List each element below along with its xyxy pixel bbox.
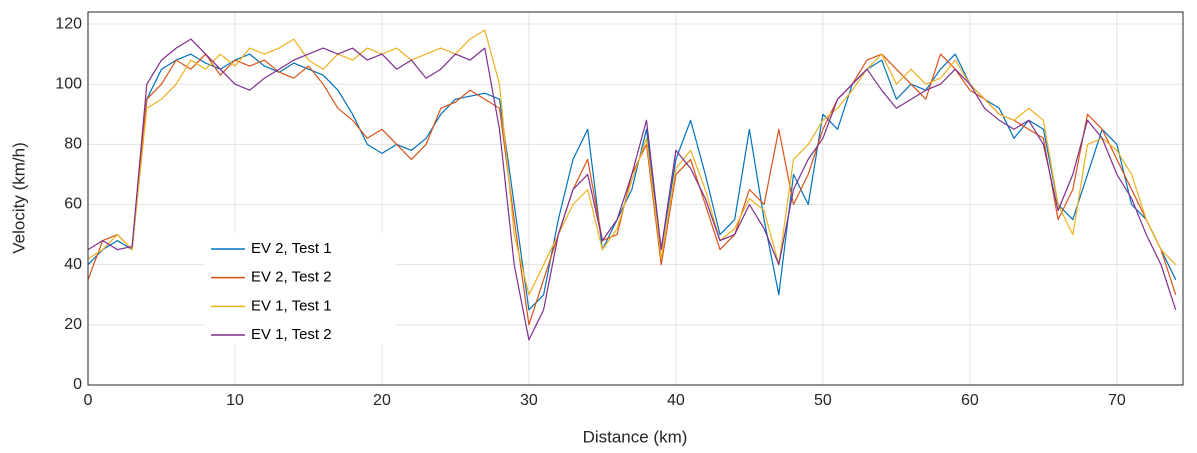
series-line	[87, 29, 1177, 296]
plot-frame	[87, 11, 1184, 386]
x-tick-label: 40	[667, 392, 685, 409]
x-tick-label: 70	[1108, 392, 1126, 409]
legend-label: EV 1, Test 1	[251, 297, 332, 314]
legend-label: EV 1, Test 2	[251, 326, 332, 343]
y-tick-label: 60	[64, 196, 82, 213]
series-line	[87, 53, 1177, 311]
x-tick-label: 60	[961, 392, 979, 409]
x-tick-label: 50	[814, 392, 832, 409]
x-tick-label: 0	[84, 392, 93, 409]
x-tick-label: 10	[226, 392, 244, 409]
legend-box	[205, 233, 395, 345]
y-tick-label: 20	[64, 316, 82, 333]
y-axis-label: Velocity (km/h)	[9, 142, 28, 253]
y-tick-label: 40	[64, 256, 82, 273]
y-tick-label: 100	[55, 75, 82, 92]
y-tick-label: 120	[55, 15, 82, 32]
y-tick-label: 80	[64, 136, 82, 153]
x-tick-label: 30	[520, 392, 538, 409]
legend: EV 2, Test 1 EV 2, Test 2 EV 1, Test 1 EV 1…	[205, 233, 395, 345]
legend-label: EV 2, Test 1	[251, 240, 332, 257]
y-tick-label: 0	[73, 376, 82, 393]
x-axis-label: Distance (km)	[583, 427, 688, 446]
series-line	[87, 38, 1177, 341]
legend-label: EV 2, Test 2	[251, 269, 332, 286]
x-tick-label: 20	[373, 392, 391, 409]
